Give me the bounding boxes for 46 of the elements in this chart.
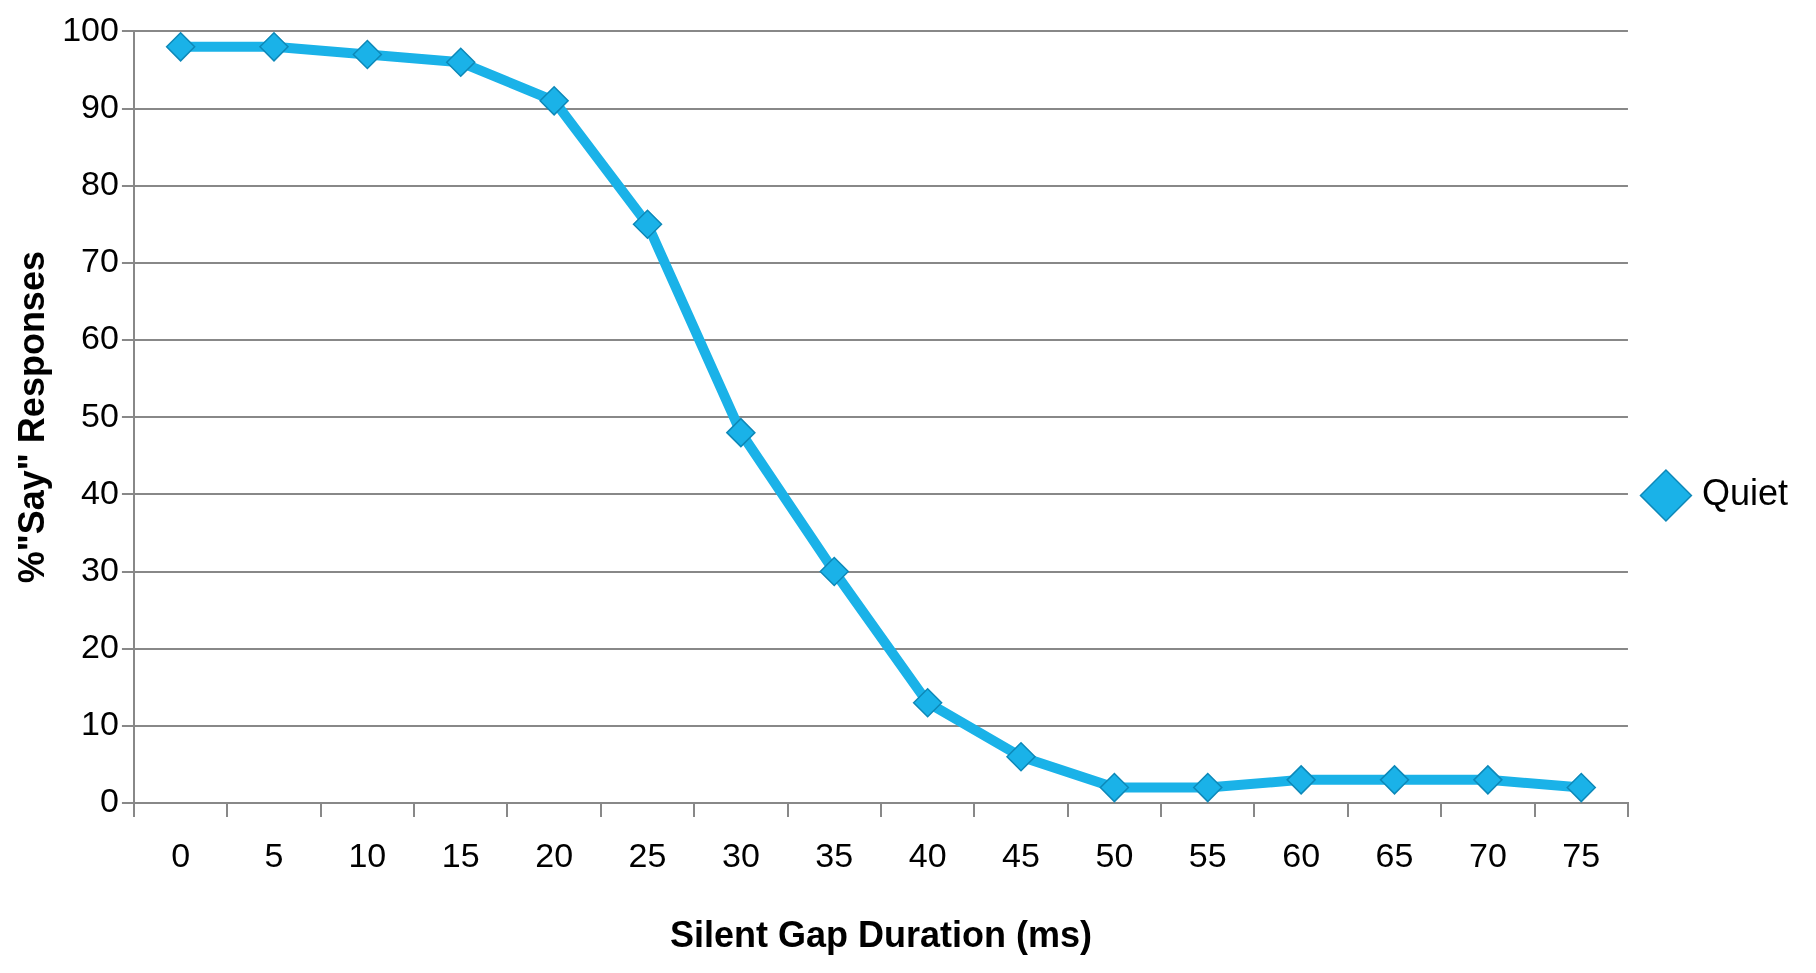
y-axis-title: %"Say" Responses <box>10 251 52 584</box>
y-tick-label: 70 <box>81 241 119 280</box>
x-tick-label: 25 <box>628 835 667 874</box>
y-tick-label: 50 <box>81 395 119 434</box>
x-tick-label: 55 <box>1188 835 1227 874</box>
point <box>819 556 849 587</box>
y-tick-label: 0 <box>100 781 119 820</box>
x-tick-label: 0 <box>171 835 191 874</box>
x-tick-label: 20 <box>535 835 574 874</box>
y-tick-label: 10 <box>81 704 119 743</box>
point <box>165 32 196 62</box>
point <box>446 47 476 78</box>
x-axis-title: Silent Gap Duration (ms) <box>669 914 1092 956</box>
point <box>912 687 943 718</box>
point <box>1193 772 1223 803</box>
x-tick-label: 35 <box>815 835 854 874</box>
point <box>1286 765 1316 795</box>
x-tick-label: 65 <box>1375 835 1414 874</box>
x-tick-label: 45 <box>1002 835 1040 874</box>
point <box>1099 772 1130 803</box>
point <box>632 209 663 240</box>
x-tick-label: 60 <box>1282 835 1321 874</box>
y-tick-label: 80 <box>81 164 119 203</box>
x-tick-label: 5 <box>264 835 284 874</box>
point <box>539 86 569 116</box>
y-tick-label: 100 <box>62 9 119 48</box>
x-tick-label: 15 <box>441 835 480 874</box>
point <box>726 417 756 448</box>
point <box>352 39 383 70</box>
x-tick-label: 40 <box>908 835 947 874</box>
point <box>259 32 289 62</box>
x-tick-label: 30 <box>721 835 760 874</box>
x-tick-label: 75 <box>1562 835 1601 874</box>
point <box>1473 765 1503 795</box>
y-tick-label: 30 <box>81 549 119 588</box>
legend-label: Quiet <box>1701 472 1788 514</box>
y-tick-label: 20 <box>81 627 119 666</box>
point <box>1379 765 1410 795</box>
y-tick-label: 40 <box>81 472 119 511</box>
x-tick-label: 10 <box>348 835 387 874</box>
x-tick-label: 50 <box>1095 835 1134 874</box>
point <box>1006 741 1036 772</box>
y-tick-label: 60 <box>81 318 119 357</box>
x-tick-label: 70 <box>1468 835 1507 874</box>
point <box>1566 772 1597 803</box>
y-tick-label: 90 <box>81 86 119 125</box>
